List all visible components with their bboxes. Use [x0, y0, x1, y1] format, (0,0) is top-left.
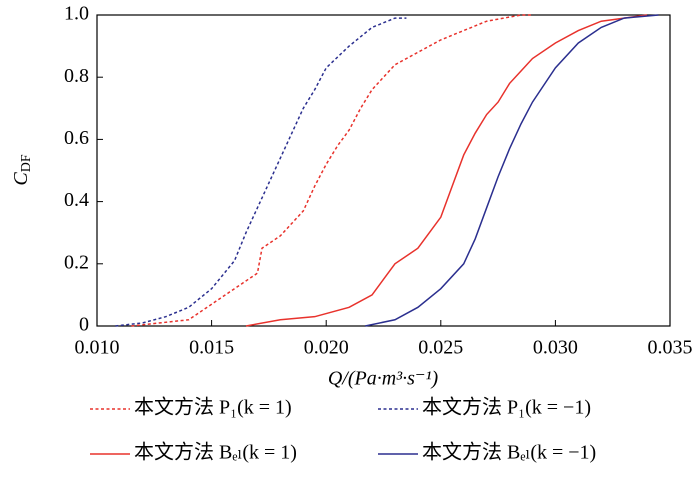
x-axis-label: Q/(Pa·m³·s⁻¹) — [328, 368, 439, 390]
y-axis-label: CDF — [10, 154, 35, 185]
cdf-line — [245, 14, 648, 327]
y-tick-label: 1.0 — [64, 3, 89, 25]
cdf-line — [115, 17, 407, 327]
cdf-line — [365, 14, 659, 327]
y-tick-label: 0.8 — [64, 65, 89, 87]
y-label-sub: DF — [19, 154, 34, 172]
y-tick-label: 0.4 — [64, 189, 89, 211]
x-tick-label: 0.020 — [304, 337, 349, 359]
cdf-line — [131, 14, 533, 327]
x-tick-label: 0.025 — [418, 337, 463, 359]
legend-label: 本文方法 P₁(k = 1) — [134, 396, 292, 419]
x-tick-label: 0.010 — [75, 337, 120, 359]
x-tick-label: 0.030 — [533, 337, 578, 359]
y-tick-label: 0.2 — [64, 251, 89, 273]
plot-frame — [96, 14, 671, 327]
legend-label: 本文方法 P₁(k = −1) — [422, 396, 591, 419]
y-tick-label: 0 — [79, 314, 89, 336]
legend-label: 本文方法 Bₑₗ(k = −1) — [422, 441, 596, 464]
y-tick-label: 0.6 — [64, 127, 89, 149]
y-label-main: C — [10, 172, 32, 186]
x-tick-label: 0.015 — [189, 337, 234, 359]
x-tick-label: 0.035 — [648, 337, 693, 359]
legend-label: 本文方法 Bₑₗ(k = 1) — [134, 441, 297, 464]
